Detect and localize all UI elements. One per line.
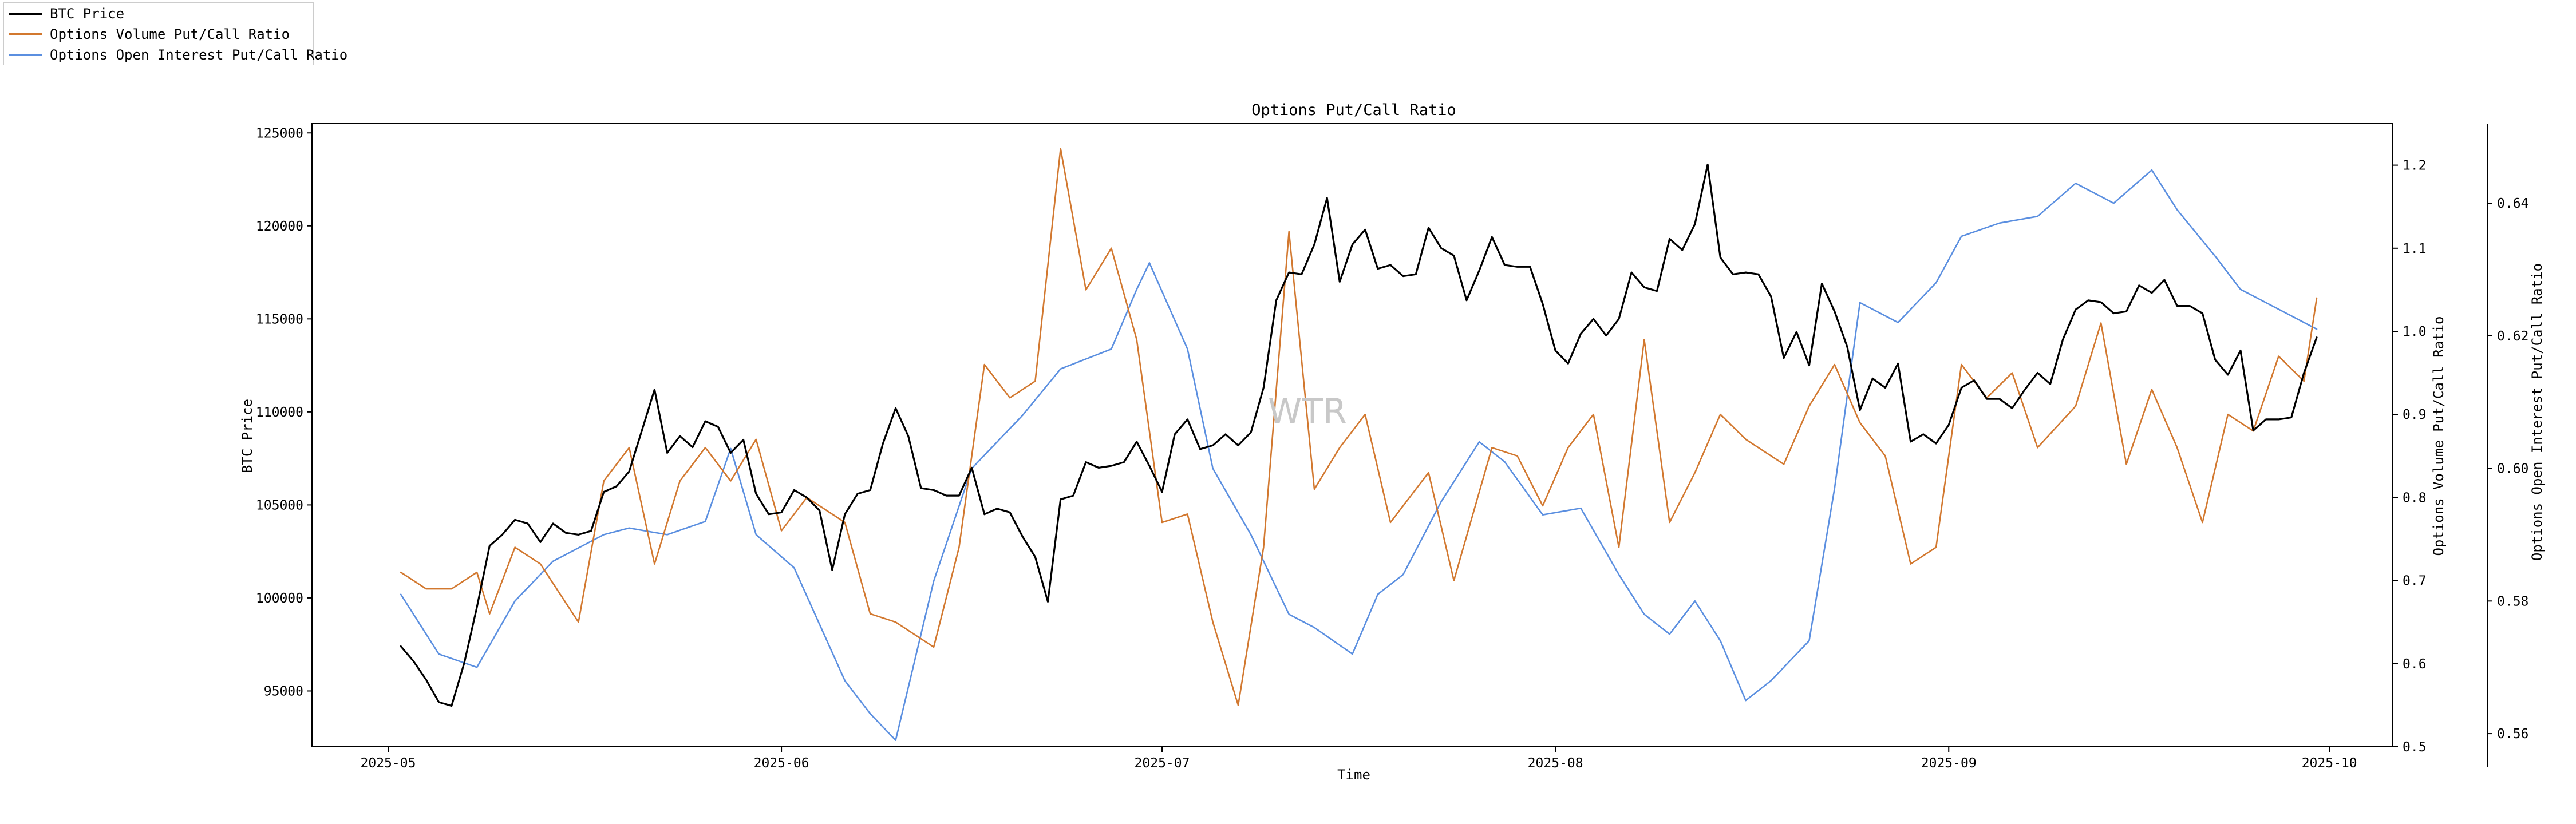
legend-label: BTC Price <box>50 6 125 22</box>
legend-label: Options Volume Put/Call Ratio <box>50 26 290 42</box>
left-tick-label: 110000 <box>256 405 303 420</box>
left-tick-label: 120000 <box>256 219 303 234</box>
left-axis-label: BTC Price <box>239 399 255 473</box>
watermark: WTR <box>1268 391 1347 431</box>
right2-tick-label: 0.60 <box>2497 462 2528 477</box>
x-tick-label: 2025-06 <box>754 756 809 771</box>
right1-tick-label: 0.6 <box>2403 657 2427 672</box>
left-tick-label: 115000 <box>256 312 303 327</box>
legend-item-btc-price: BTC Price <box>4 3 313 23</box>
x-tick-label: 2025-10 <box>2302 756 2357 771</box>
right1-tick-label: 1.2 <box>2403 159 2427 173</box>
x-tick-label: 2025-09 <box>1921 756 1977 771</box>
right2-tick-label: 0.62 <box>2497 329 2528 344</box>
right1-tick-label: 0.5 <box>2403 740 2427 755</box>
legend-swatch-open-interest-ratio <box>9 54 42 56</box>
left-tick-label: 100000 <box>256 591 303 606</box>
legend-swatch-volume-ratio <box>9 33 42 35</box>
right1-tick-label: 1.1 <box>2403 241 2427 256</box>
legend-item-open-interest-ratio: Options Open Interest Put/Call Ratio <box>4 44 347 65</box>
plot-frame <box>311 123 2393 747</box>
right2-tick-label: 0.56 <box>2497 727 2528 742</box>
legend-label: Options Open Interest Put/Call Ratio <box>50 47 348 63</box>
legend-item-volume-ratio: Options Volume Put/Call Ratio <box>4 23 313 44</box>
right2-axis-label: Options Open Interest Put/Call Ratio <box>2529 263 2545 561</box>
legend: BTC Price Options Volume Put/Call Ratio … <box>3 2 347 65</box>
right1-tick-label: 1.0 <box>2403 324 2427 339</box>
left-tick-label: 125000 <box>256 126 303 141</box>
right1-tick-label: 0.8 <box>2403 490 2427 505</box>
plot-area: 2025-05 2025-06 2025-07 2025-08 2025-09 2025-… <box>256 123 2528 771</box>
right2-tick-label: 0.64 <box>2497 196 2528 211</box>
right2-tick-label: 0.58 <box>2497 594 2528 609</box>
right1-tick-label: 0.7 <box>2403 574 2427 589</box>
right1-axis-label: Options Volume Put/Call Ratio <box>2431 316 2447 556</box>
right1-tick-label: 0.9 <box>2403 407 2427 422</box>
x-tick-label: 2025-08 <box>1528 756 1583 771</box>
left-tick-label: 105000 <box>256 498 303 513</box>
legend-swatch-btc-price <box>9 13 42 15</box>
series-open-interest-put-call-ratio <box>400 169 2318 741</box>
x-tick-label: 2025-07 <box>1135 756 1190 771</box>
series-volume-put-call-ratio <box>400 148 2318 706</box>
left-tick-label: 95000 <box>264 684 303 699</box>
chart-title: Options Put/Call Ratio <box>1251 101 1456 119</box>
x-axis-label: Time <box>1337 767 1370 783</box>
series-btc-price <box>400 163 2318 707</box>
x-tick-label: 2025-05 <box>361 756 416 771</box>
